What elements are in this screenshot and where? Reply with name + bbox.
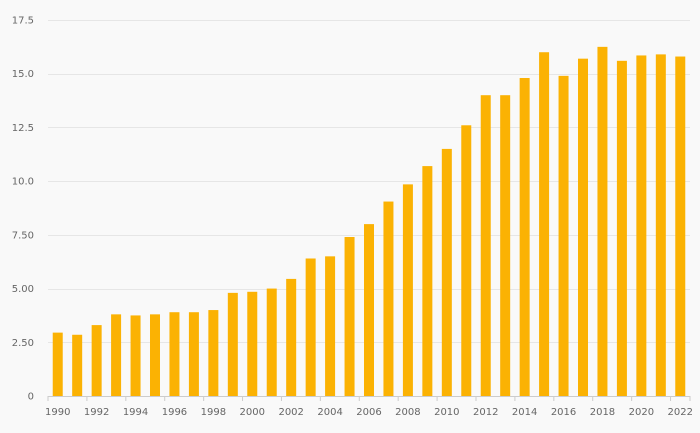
bar-2013 bbox=[500, 95, 511, 396]
bar-2020 bbox=[636, 55, 647, 396]
x-tick-label: 1998 bbox=[201, 407, 226, 418]
bar-2000 bbox=[247, 291, 258, 396]
bar-2008 bbox=[402, 184, 413, 396]
x-tick-label: 2010 bbox=[434, 407, 459, 418]
bar-2015 bbox=[539, 52, 550, 396]
x-tick-label: 2008 bbox=[395, 407, 420, 418]
bar-1993 bbox=[111, 314, 122, 396]
x-tick-label: 1996 bbox=[162, 407, 187, 418]
x-tick-label: 2000 bbox=[240, 407, 265, 418]
y-tick-label: 12.5 bbox=[12, 123, 34, 134]
bar-2003 bbox=[305, 258, 316, 396]
x-tick-label: 2004 bbox=[317, 407, 342, 418]
bar-2021 bbox=[655, 54, 666, 396]
x-tick-label: 2014 bbox=[512, 407, 537, 418]
bar-2012 bbox=[480, 95, 491, 396]
x-axis-tick-labels: 1990 1992 1994 1996 1998 2000 2002 2004 2006 2008… bbox=[45, 396, 693, 418]
bar-2016 bbox=[558, 75, 569, 397]
bar-2010 bbox=[441, 148, 452, 396]
bar-2017 bbox=[578, 58, 588, 397]
y-tick-label: 2.50 bbox=[12, 338, 34, 349]
bar-2009 bbox=[422, 166, 433, 396]
bar-2002 bbox=[286, 278, 297, 396]
bar-2014 bbox=[519, 78, 530, 396]
bar-2004 bbox=[325, 256, 336, 396]
x-tick-label: 2018 bbox=[590, 407, 615, 418]
y-tick-label: 5.00 bbox=[12, 284, 34, 295]
bar-1998 bbox=[208, 310, 219, 396]
x-tick-label: 2006 bbox=[356, 407, 381, 418]
bar-1996 bbox=[169, 312, 180, 396]
y-axis-tick-labels: 0 2.50 5.00 7.50 10.0 12.5 15.0 17.5 bbox=[12, 16, 34, 403]
y-tick-label: 15.0 bbox=[12, 69, 34, 80]
x-tick-label: 2002 bbox=[278, 407, 303, 418]
bar-1990 bbox=[52, 332, 63, 396]
x-tick-label: 2022 bbox=[668, 407, 693, 418]
x-tick-label: 1992 bbox=[84, 407, 109, 418]
y-tick-label: 17.5 bbox=[12, 16, 34, 27]
bar-2005 bbox=[344, 237, 355, 396]
y-tick-label: 0 bbox=[28, 392, 34, 403]
x-tick-label: 1994 bbox=[123, 407, 148, 418]
bar-2001 bbox=[266, 288, 277, 396]
y-tick-label: 7.50 bbox=[12, 230, 34, 241]
y-tick-label: 10.0 bbox=[12, 177, 34, 188]
x-tick-label: 1990 bbox=[45, 407, 70, 418]
bars bbox=[52, 46, 686, 397]
bar-1991 bbox=[72, 334, 83, 396]
bar-2011 bbox=[461, 125, 472, 396]
bar-2018 bbox=[597, 46, 608, 397]
bar-1999 bbox=[227, 292, 238, 396]
bar-2007 bbox=[383, 201, 394, 396]
bar-2022 bbox=[675, 56, 686, 396]
x-tick-label: 2020 bbox=[629, 407, 654, 418]
x-tick-label: 2016 bbox=[551, 407, 576, 418]
bar-1994 bbox=[130, 315, 141, 396]
bar-1995 bbox=[150, 314, 160, 396]
bar-1997 bbox=[188, 312, 199, 396]
x-tick-label: 2012 bbox=[473, 407, 498, 418]
bar-1992 bbox=[91, 325, 102, 396]
bar-2019 bbox=[616, 60, 627, 396]
bar-2006 bbox=[364, 224, 374, 396]
